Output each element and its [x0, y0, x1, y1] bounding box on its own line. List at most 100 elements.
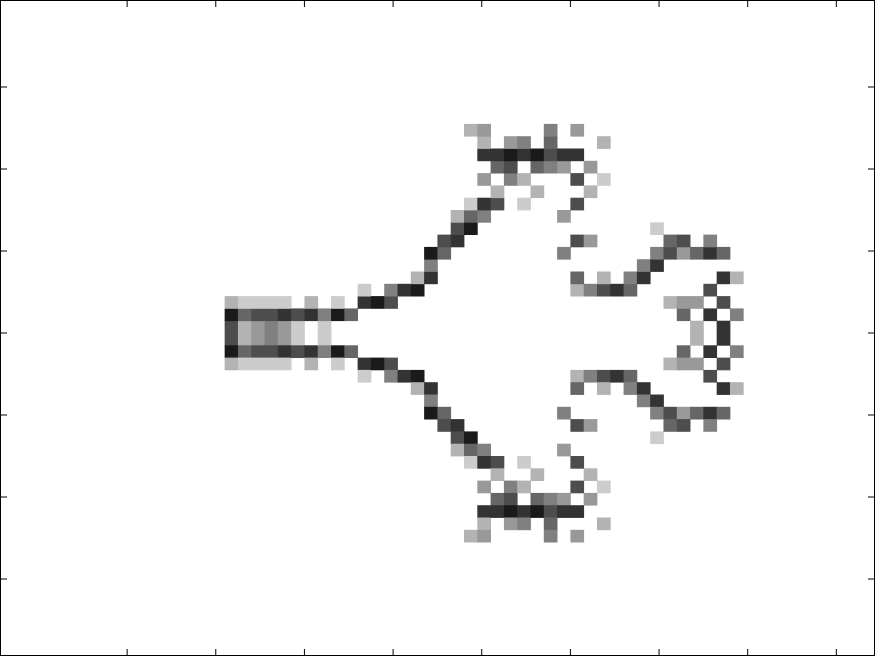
heatmap-cell [716, 271, 731, 285]
heatmap-cell [557, 160, 571, 174]
heatmap-cell [650, 222, 664, 236]
heatmap-cell [237, 320, 252, 334]
heatmap-cell [703, 234, 718, 248]
heatmap-cell [477, 517, 492, 531]
heatmap-cell [583, 283, 598, 297]
heatmap-cell [384, 283, 398, 297]
heatmap-cell [636, 394, 651, 408]
heatmap-cell [437, 234, 452, 248]
heatmap-cell [517, 148, 531, 162]
heatmap-cell [703, 246, 718, 260]
heatmap-cell [264, 320, 279, 334]
heatmap-cell [464, 529, 478, 543]
heatmap-cell [716, 320, 731, 334]
heatmap-cell [384, 357, 398, 371]
heatmap-cell [517, 173, 531, 186]
heatmap-cell [570, 271, 585, 285]
heatmap-cell [477, 173, 492, 186]
heatmap-cell [464, 443, 478, 457]
heatmap-cell [676, 296, 691, 309]
heatmap-cell [291, 345, 305, 359]
heatmap-cell [570, 505, 585, 518]
heatmap-cell [291, 320, 305, 334]
heatmap-cell [304, 345, 319, 359]
heatmap-cell [517, 480, 531, 494]
heatmap-cell [650, 246, 664, 260]
heatmap-cell [517, 505, 531, 518]
heatmap-cell [703, 308, 718, 322]
heatmap-cell [450, 210, 465, 223]
heatmap-cell [317, 320, 332, 334]
heatmap-cell [676, 419, 691, 432]
heatmap-cell [344, 308, 359, 322]
heatmap-cell [636, 382, 651, 395]
heatmap-cell [530, 148, 545, 162]
heatmap-cell [557, 246, 571, 260]
heatmap-cell [690, 357, 704, 371]
heatmap-cell [384, 296, 398, 309]
heatmap-cell [557, 443, 571, 457]
heatmap-cell [264, 296, 279, 309]
heatmap-cell [277, 308, 292, 322]
heatmap-cell [530, 505, 545, 518]
heatmap-cell [690, 406, 704, 420]
heatmap-cell [424, 382, 438, 395]
heatmap-cell [530, 492, 545, 506]
heatmap-cell [543, 136, 558, 149]
heatmap-cell [291, 333, 305, 346]
heatmap-cell [490, 456, 505, 469]
heatmap-cell [477, 505, 492, 518]
heatmap-cell [304, 296, 319, 309]
heatmap-cell [277, 357, 292, 371]
heatmap-cell [596, 136, 611, 149]
heatmap-cell [464, 197, 478, 211]
heatmap-cell [224, 296, 239, 309]
heatmap-cell [570, 148, 585, 162]
heatmap-cell [676, 308, 691, 322]
heatmap-cell [596, 382, 611, 395]
heatmap-cell [676, 406, 691, 420]
heatmap-cell [357, 296, 372, 309]
heatmap-cell [464, 222, 478, 236]
heatmap-cell [304, 357, 319, 371]
heatmap-cell [557, 492, 571, 506]
heatmap-cell [237, 345, 252, 359]
heatmap-cell [424, 259, 438, 272]
heatmap-cell [690, 246, 704, 260]
heatmap-cell [729, 345, 744, 359]
heatmap-cell [224, 320, 239, 334]
heatmap-cell [570, 382, 585, 395]
heatmap-cell [304, 308, 319, 322]
heatmap-cell [543, 505, 558, 518]
heatmap-cell [623, 271, 638, 285]
heatmap-cell [490, 468, 505, 482]
heatmap-cell [251, 296, 265, 309]
heatmap-cell [357, 283, 372, 297]
heatmap-cell [610, 369, 624, 383]
heatmap-cell [503, 173, 518, 186]
heatmap-cell [503, 505, 518, 518]
heatmap-cell [650, 406, 664, 420]
heatmap-cell [530, 185, 545, 199]
heatmap-cell [477, 210, 492, 223]
heatmap-cell [570, 419, 585, 432]
heatmap-cell [277, 333, 292, 346]
heatmap-cell [224, 333, 239, 346]
heatmap-cell [623, 369, 638, 383]
heatmap-cell [331, 308, 345, 322]
heatmap-cell [703, 406, 718, 420]
heatmap-cell [663, 246, 678, 260]
heatmap-cell [729, 308, 744, 322]
heatmap-cell [370, 357, 385, 371]
heatmap-cell [636, 271, 651, 285]
heatmap-cell [503, 480, 518, 494]
heatmap-cell [543, 517, 558, 531]
heatmap-cell [464, 210, 478, 223]
heatmap-cell [557, 406, 571, 420]
heatmap-cell [663, 234, 678, 248]
heatmap-cell [676, 246, 691, 260]
heatmap-cell [437, 246, 452, 260]
heatmap-cell [596, 369, 611, 383]
